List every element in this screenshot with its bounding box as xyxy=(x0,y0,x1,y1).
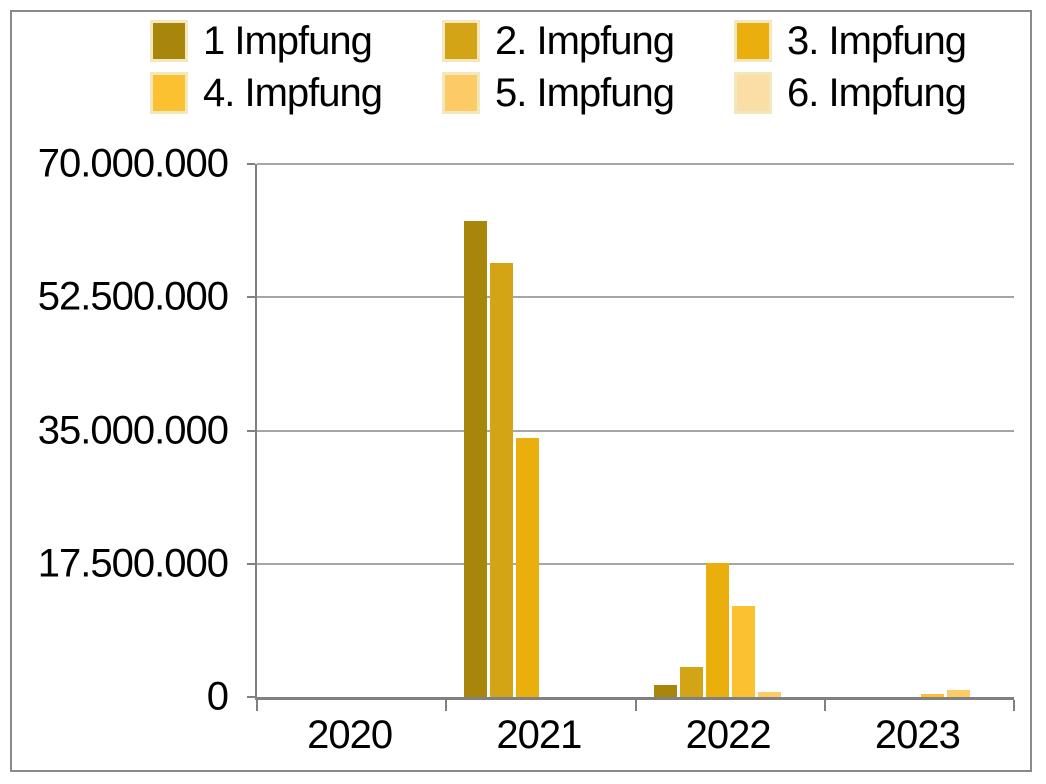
bar-2022-impfung-3 xyxy=(705,563,729,697)
gridline xyxy=(257,163,1014,165)
x-axis-tick xyxy=(1013,700,1015,711)
y-tick-label: 0 xyxy=(206,674,229,719)
x-axis-labels: 2020 2021 2022 2023 xyxy=(255,713,1012,758)
bar-2022-impfung-1 xyxy=(653,684,677,697)
y-axis-labels: 70.000.000 52.500.000 35.000.000 17.500.000… xyxy=(10,142,242,719)
legend-item-5-impfung: 5. Impfung xyxy=(442,68,734,118)
x-axis-tick xyxy=(634,700,637,711)
x-tick-label: 2020 xyxy=(307,713,393,757)
y-tick-label: 52.500.000 xyxy=(37,274,229,319)
legend-swatch-icon xyxy=(734,72,772,114)
y-axis-tick xyxy=(247,696,255,698)
bar-2023-impfung-4 xyxy=(920,693,944,697)
plot-area xyxy=(247,163,1015,711)
x-tick-label: 2022 xyxy=(685,713,772,757)
bar-2022-impfung-5 xyxy=(757,692,781,697)
legend-swatch-icon xyxy=(150,72,188,114)
legend-swatch-icon xyxy=(442,20,480,62)
y-tick-label: 70.000.000 xyxy=(37,141,229,186)
bar-2021-impfung-2 xyxy=(490,263,514,697)
gridline xyxy=(257,296,1014,299)
y-axis-tick xyxy=(247,296,255,299)
bar-groups xyxy=(257,164,1014,697)
legend-item-label: 3. Impfung xyxy=(787,18,967,63)
legend-swatch-icon xyxy=(150,20,188,62)
x-tick-label: 2023 xyxy=(874,713,961,757)
y-tick-label: 17.500.000 xyxy=(37,541,229,586)
bar-group-2023 xyxy=(825,164,1014,697)
bar-2022-impfung-4 xyxy=(731,606,755,697)
legend-swatch-icon xyxy=(734,20,772,62)
x-tick-label: 2021 xyxy=(496,713,582,757)
x-axis-tick xyxy=(256,700,258,711)
bar-2022-impfung-2 xyxy=(679,666,703,697)
y-axis-tick xyxy=(247,429,255,432)
x-axis-tick xyxy=(445,700,448,711)
bar-2021-impfung-3 xyxy=(516,438,540,697)
bar-group-2022 xyxy=(636,164,825,697)
legend-item-label: 5. Impfung xyxy=(495,70,675,115)
bar-2023-impfung-5 xyxy=(946,690,970,697)
legend-item-label: 1 Impfung xyxy=(203,18,373,63)
gridline xyxy=(257,562,1014,565)
bar-group-2020 xyxy=(257,164,446,697)
bar-group-2021 xyxy=(446,164,635,697)
y-tick-label: 35.000.000 xyxy=(37,408,229,452)
legend-item-1-impfung: 1 Impfung xyxy=(150,16,442,66)
legend-swatch-icon xyxy=(442,72,480,114)
legend-item-2-impfung: 2. Impfung xyxy=(442,16,734,66)
legend: 1 Impfung 2. Impfung 3. Impfung 4. Impfung 5… xyxy=(150,16,1030,118)
legend-item-3-impfung: 3. Impfung xyxy=(734,16,1026,66)
gridline xyxy=(257,429,1014,432)
legend-item-label: 6. Impfung xyxy=(787,70,967,115)
legend-item-6-impfung: 6. Impfung xyxy=(734,68,1026,118)
legend-item-label: 2. Impfung xyxy=(495,18,675,63)
bar-2021-impfung-1 xyxy=(464,221,488,697)
x-axis-tick xyxy=(823,700,826,711)
y-axis-tick xyxy=(247,562,255,565)
y-axis-tick xyxy=(247,163,255,165)
legend-item-4-impfung: 4. Impfung xyxy=(150,68,442,118)
legend-item-label: 4. Impfung xyxy=(203,70,383,115)
